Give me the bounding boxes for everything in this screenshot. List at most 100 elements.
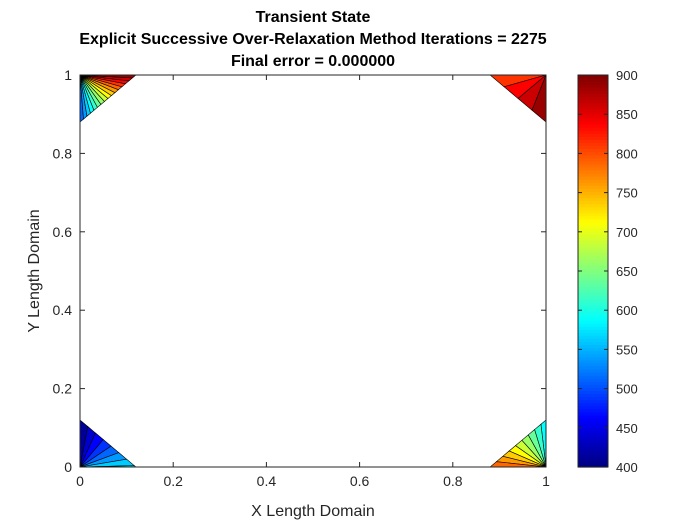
colorbar-segment: [578, 439, 608, 444]
colorbar-segment: [578, 347, 608, 352]
colorbar-segment: [578, 442, 608, 447]
colorbar-segment: [578, 393, 608, 398]
colorbar-segment: [578, 87, 608, 91]
colorbar-segment: [578, 277, 608, 281]
colorbar-segment: [578, 323, 608, 327]
x-axis-label: X Length Domain: [251, 503, 375, 520]
colorbar-segment: [578, 133, 608, 137]
colorbar: 400 450 500 550 600 650 700 750 800 850 900: [578, 68, 638, 475]
chart-title-line-2: Explicit Successive Over-Relaxation Meth…: [79, 31, 546, 48]
colorbar-segment: [578, 191, 608, 196]
colorbar-segment: [578, 301, 608, 306]
colorbar-segment: [578, 332, 608, 336]
colorbar-segment: [578, 286, 608, 290]
colorbar-segment: [578, 384, 608, 388]
colorbar-segment: [578, 274, 608, 278]
colorbar-segment: [578, 231, 608, 235]
colorbar-segment: [578, 102, 608, 107]
colorbar-segment: [578, 209, 608, 214]
colorbar-segment: [578, 154, 608, 159]
colorbar-segment: [578, 252, 608, 257]
x-tick-label: 0.2: [163, 473, 183, 489]
colorbar-segment: [578, 356, 608, 361]
colorbar-segment: [578, 160, 608, 165]
colorbar-segment: [578, 292, 608, 297]
colorbar-segment: [578, 369, 608, 373]
contour-band-bottom-right-15: [489, 461, 546, 467]
colorbar-segment: [578, 405, 608, 410]
colorbar-segment: [578, 264, 608, 269]
colorbar-segment: [578, 240, 608, 245]
colorbar-segment: [578, 151, 608, 156]
colorbar-segment: [578, 145, 608, 150]
colorbar-segment: [578, 338, 608, 343]
colorbar-segment: [578, 75, 608, 79]
x-tick-label: 1: [542, 473, 550, 489]
colorbar-tick-label: 600: [616, 303, 638, 318]
colorbar-segment: [578, 185, 608, 189]
y-tick-label: 0.8: [53, 145, 73, 161]
colorbar-segment: [578, 148, 608, 153]
colorbar-segment: [578, 222, 608, 226]
colorbar-segment: [578, 344, 608, 349]
colorbar-segment: [578, 78, 608, 82]
colorbar-segment: [578, 105, 608, 110]
y-axis-label: Y Length Domain: [26, 209, 43, 332]
colorbar-tick-label: 700: [616, 225, 638, 240]
colorbar-segment: [578, 234, 608, 238]
colorbar-segment: [578, 81, 608, 85]
colorbar-segment: [578, 120, 608, 125]
colorbar-segment: [578, 111, 608, 116]
colorbar-segment: [578, 249, 608, 254]
colorbar-segment: [578, 124, 608, 128]
y-tick-label: 1: [64, 67, 72, 83]
colorbar-segment: [578, 408, 608, 413]
colorbar-segment: [578, 261, 608, 266]
colorbar-segment: [578, 396, 608, 401]
colorbar-segment: [578, 436, 608, 441]
colorbar-segment: [578, 448, 608, 453]
chart-title-line-1: Transient State: [256, 9, 371, 26]
colorbar-segment: [578, 280, 608, 284]
colorbar-tick-label: 450: [616, 421, 638, 436]
colorbar-segment: [578, 341, 608, 346]
colorbar-segment: [578, 433, 608, 437]
colorbar-segment: [578, 215, 608, 220]
colorbar-segment: [578, 454, 608, 459]
colorbar-segment: [578, 350, 608, 355]
colorbar-segment: [578, 320, 608, 324]
colorbar-segment: [578, 316, 608, 321]
colorbar-segment: [578, 157, 608, 162]
colorbar-tick-label: 900: [616, 68, 638, 83]
colorbar-segment: [578, 378, 608, 382]
colorbar-segment: [578, 142, 608, 147]
colorbar-segment: [578, 329, 608, 333]
y-tick-label: 0.4: [53, 302, 73, 318]
colorbar-segment: [578, 402, 608, 407]
colorbar-segment: [578, 283, 608, 287]
colorbar-segment: [578, 255, 608, 260]
colorbar-segment: [578, 225, 608, 229]
colorbar-segment: [578, 353, 608, 358]
colorbar-segment: [578, 372, 608, 376]
colorbar-segment: [578, 411, 608, 416]
colorbar-segment: [578, 313, 608, 318]
colorbar-segment: [578, 127, 608, 131]
colorbar-segment: [578, 243, 608, 248]
colorbar-segment: [578, 362, 608, 367]
contour-band-top-left-19: [80, 75, 137, 79]
colorbar-segment: [578, 84, 608, 88]
colorbar-segment: [578, 117, 608, 122]
colorbar-segment: [578, 99, 608, 104]
contour-fills: [80, 75, 546, 467]
colorbar-segment: [578, 326, 608, 330]
colorbar-segment: [578, 289, 608, 294]
x-tick-label: 0: [76, 473, 84, 489]
colorbar-segment: [578, 375, 608, 379]
colorbar-segment: [578, 197, 608, 202]
colorbar-segment: [578, 136, 608, 140]
colorbar-tick-label: 800: [616, 146, 638, 161]
colorbar-segment: [578, 307, 608, 312]
colorbar-segment: [578, 228, 608, 232]
